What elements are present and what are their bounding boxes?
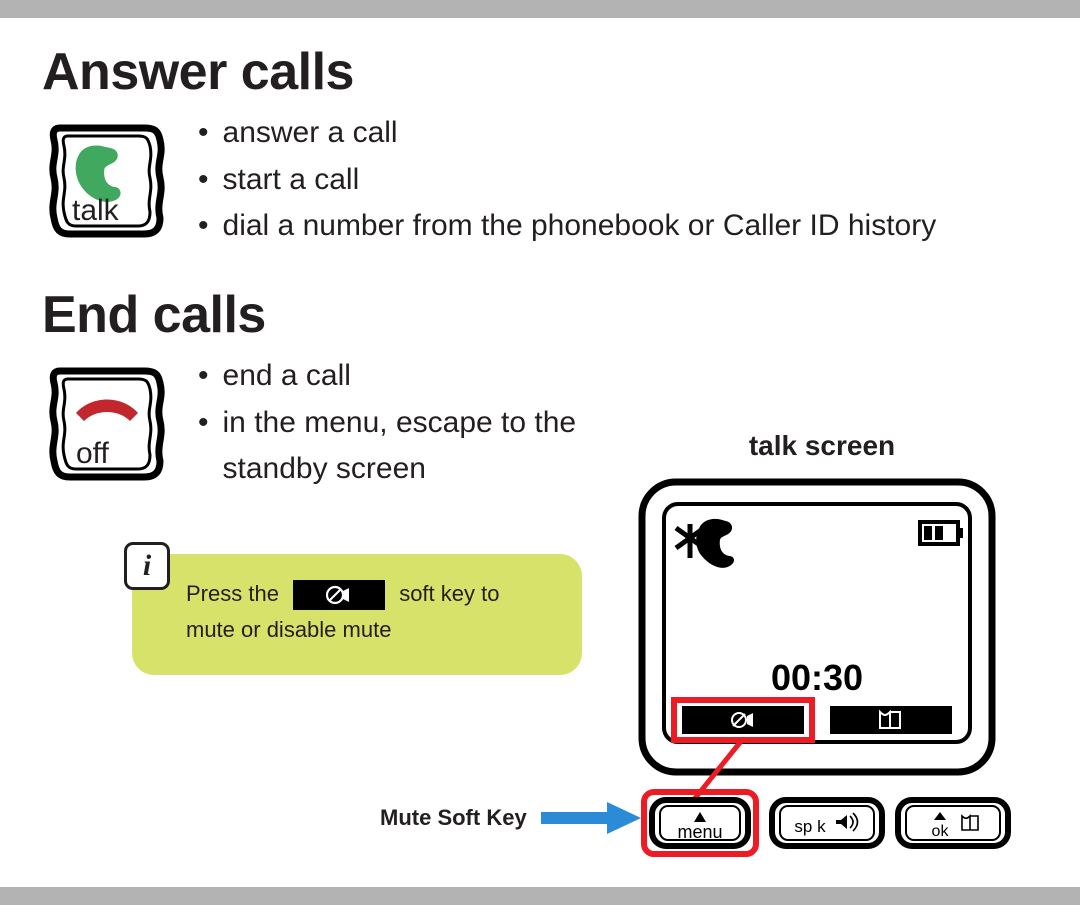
- mute-soft-key-label: Mute Soft Key: [380, 805, 527, 831]
- talk-key-label: talk: [72, 194, 120, 227]
- off-key-icon: off: [42, 359, 172, 494]
- mute-chip-icon: [293, 580, 385, 610]
- arrow-icon: [541, 800, 641, 836]
- tip-text-pre: Press the: [186, 581, 279, 606]
- end-bullets: •end a call •in the menu, escape to the …: [198, 353, 618, 493]
- menu-hardkey: menu: [644, 792, 756, 854]
- end-item-1: in the menu, escape to the standby scree…: [223, 400, 618, 493]
- mute-softlabel: [682, 706, 804, 734]
- top-rule-bar: [0, 0, 1080, 18]
- answer-item-0: answer a call: [223, 110, 398, 157]
- speaker-hardkey: sp k: [772, 800, 882, 846]
- spk-key-label: sp k: [794, 817, 826, 836]
- call-timer: 00:30: [771, 657, 863, 698]
- bottom-rule-bar: [0, 887, 1080, 905]
- menu-key-label: menu: [677, 822, 722, 842]
- info-tip: i Press the soft key to mute or disable …: [132, 554, 582, 675]
- answer-bullets: •answer a call •start a call •dial a num…: [198, 110, 936, 250]
- talk-key-icon: talk: [42, 116, 172, 251]
- heading-answer-calls: Answer calls: [42, 42, 1038, 102]
- info-badge-icon: i: [124, 542, 170, 590]
- end-item-0: end a call: [223, 353, 351, 400]
- off-key-label: off: [76, 437, 109, 470]
- ok-key-label: ok: [932, 823, 950, 840]
- talk-screen-label: talk screen: [612, 430, 1032, 462]
- ok-hardkey: ok: [898, 800, 1008, 846]
- answer-item-1: start a call: [223, 157, 360, 204]
- talk-screen-diagram: 00:30 menu sp k: [612, 472, 1032, 912]
- answer-item-2: dial a number from the phonebook or Call…: [223, 203, 937, 250]
- heading-end-calls: End calls: [42, 285, 1038, 345]
